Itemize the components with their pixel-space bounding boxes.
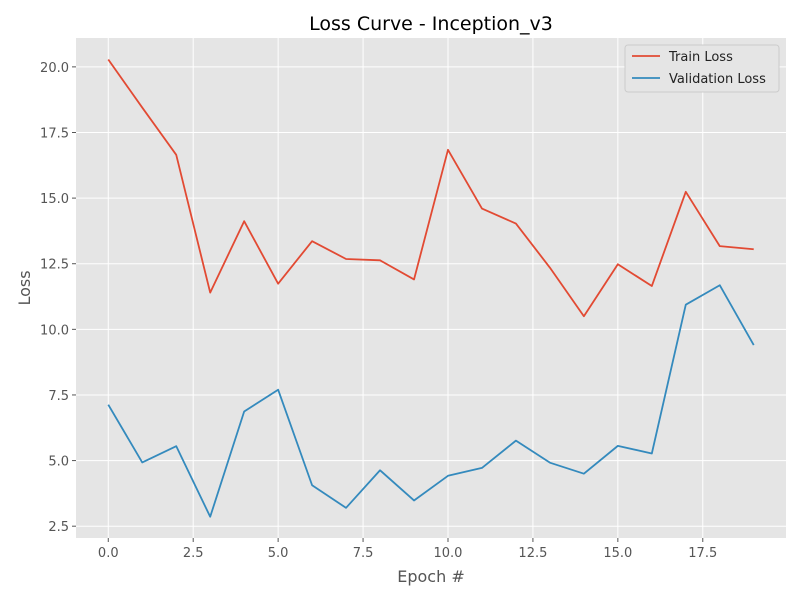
y-tick-label: 2.5: [48, 520, 69, 535]
y-tick-label: 5.0: [48, 455, 69, 470]
y-tick-label: 17.5: [40, 126, 69, 141]
y-axis-label: Loss: [15, 270, 34, 305]
legend-box: [624, 44, 780, 93]
series-line-train-loss: [107, 59, 754, 318]
x-tick-label: 17.5: [688, 546, 717, 561]
series-layer: [107, 59, 755, 518]
x-tick-label: 7.5: [353, 546, 374, 561]
legend: Train Loss Validation Loss: [624, 44, 780, 93]
x-tick-label: 10.0: [434, 546, 463, 561]
y-tick-label: 10.0: [40, 323, 69, 338]
legend-label-train-loss: Train Loss: [668, 50, 733, 65]
y-tick-label: 7.5: [48, 389, 69, 404]
series-line-validation-loss: [107, 284, 755, 518]
y-axis-ticks: 2.5 5.0 7.5 10.0 12.5 15.0 17.5 20.0: [40, 61, 76, 535]
grid-lines: [76, 38, 786, 538]
x-tick-label: 12.5: [518, 546, 547, 561]
legend-label-validation-loss: Validation Loss: [669, 72, 766, 87]
y-tick-label: 15.0: [40, 192, 69, 207]
x-axis-label: Epoch #: [397, 567, 464, 586]
x-axis-ticks: 0.0 2.5 5.0 7.5 10.0 12.5 15.0 17.5: [98, 538, 717, 561]
x-tick-label: 2.5: [183, 546, 204, 561]
chart-title: Loss Curve - Inception_v3: [309, 13, 553, 35]
y-tick-label: 20.0: [40, 61, 69, 76]
plot-area-background: [76, 38, 786, 538]
x-tick-label: 5.0: [268, 546, 289, 561]
y-tick-label: 12.5: [40, 258, 69, 273]
x-tick-label: 15.0: [603, 546, 632, 561]
x-tick-label: 0.0: [98, 546, 119, 561]
